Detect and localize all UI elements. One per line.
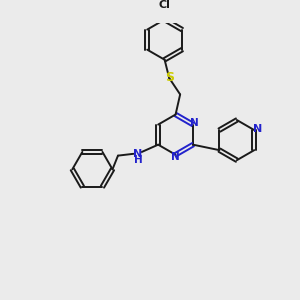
- Text: Cl: Cl: [159, 0, 171, 10]
- Text: N: N: [134, 149, 143, 159]
- Text: N: N: [253, 124, 262, 134]
- Text: N: N: [190, 118, 199, 128]
- Text: N: N: [171, 152, 180, 163]
- Text: S: S: [165, 71, 174, 85]
- Text: H: H: [134, 155, 142, 165]
